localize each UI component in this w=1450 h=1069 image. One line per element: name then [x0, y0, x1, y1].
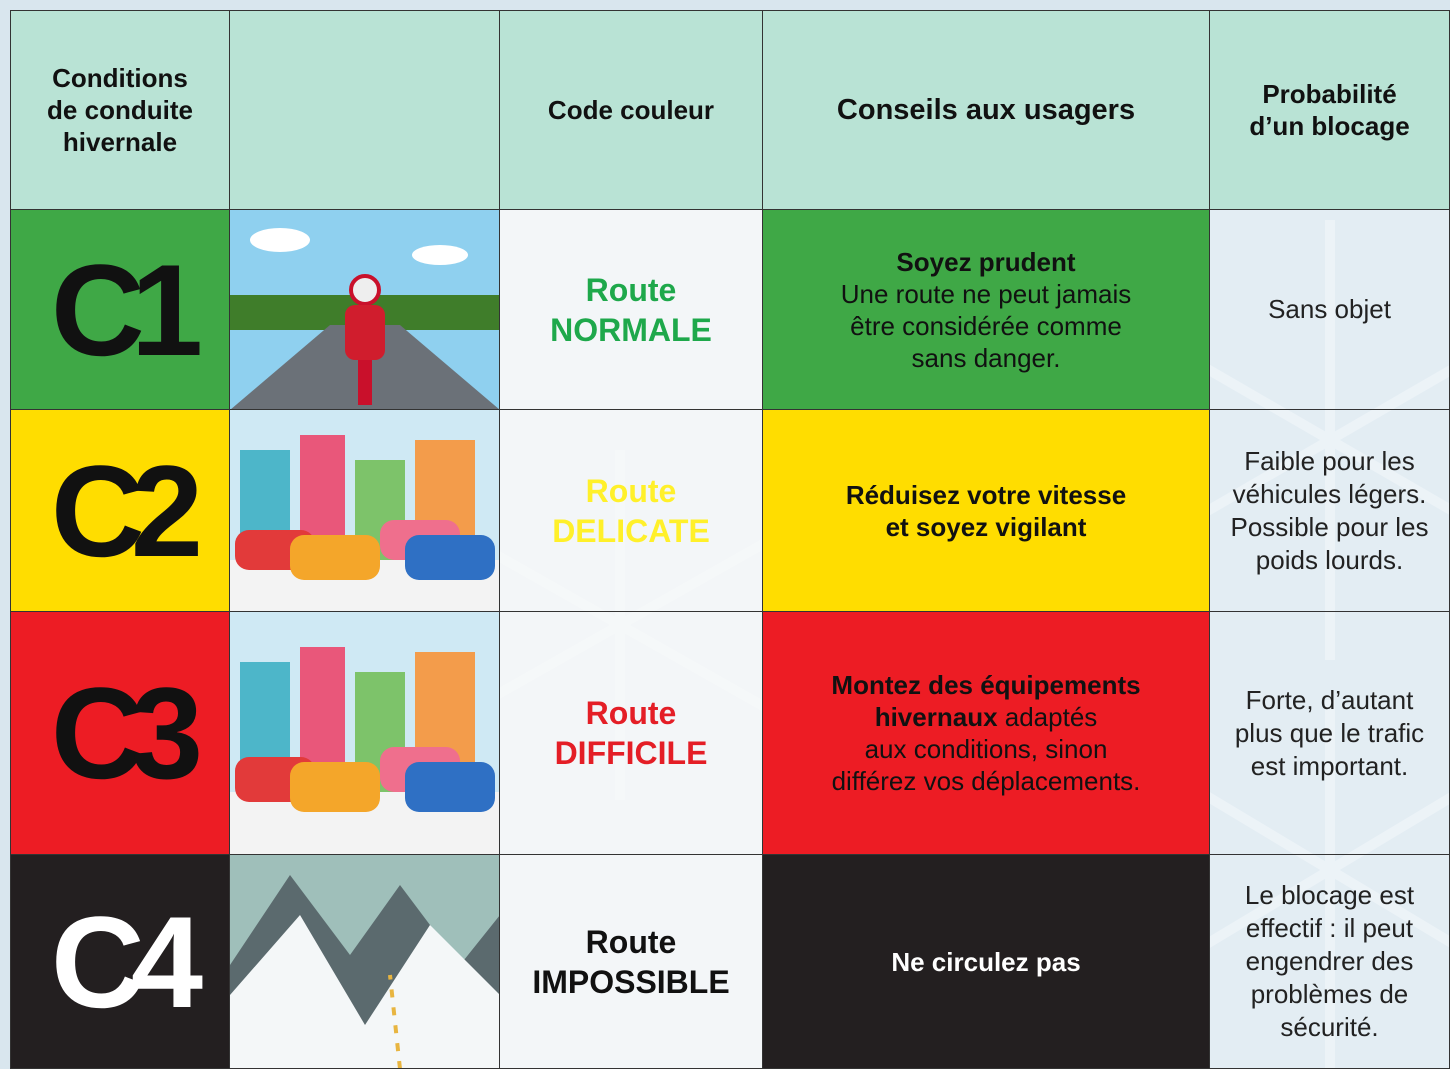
- level-cell: C4: [10, 855, 230, 1069]
- probability-text: Forte, d’autant: [1245, 684, 1414, 715]
- code-label: Route: [585, 695, 677, 731]
- header-text: Code couleur: [547, 95, 715, 125]
- advice-text: être considérée comme: [850, 310, 1122, 341]
- code-label: Route: [585, 923, 677, 960]
- advice-line: Une route ne peut jamais: [841, 278, 1132, 310]
- probability-text: Sans objet: [1268, 294, 1391, 324]
- code-cell: Route IMPOSSIBLE: [500, 855, 763, 1069]
- motorbike-illustration: [230, 210, 500, 410]
- probability-text: est important.: [1250, 750, 1409, 781]
- traffic-illustration: [230, 612, 500, 855]
- probability-text: Faible pour les: [1244, 445, 1415, 476]
- level-label: C2: [50, 437, 203, 584]
- level-cell: C3: [10, 612, 230, 855]
- code-label: DELICATE: [552, 512, 710, 549]
- probability-cell: Sans objet: [1210, 210, 1450, 410]
- code-label: IMPOSSIBLE: [532, 963, 730, 1000]
- header-cell: Probabilité d’un blocage: [1210, 10, 1450, 210]
- probability-cell: Faible pour les véhicules légers. Possible…: [1210, 410, 1450, 612]
- advice-cell: Soyez prudent Une route ne peut jamais êtr…: [763, 210, 1210, 410]
- probability-text: véhicules légers.: [1232, 478, 1427, 509]
- code-cell: Route NORMALE: [500, 210, 763, 410]
- advice-line: être considérée comme: [850, 310, 1122, 342]
- mountain-illustration: [230, 855, 500, 1069]
- advice-text: différez vos déplacements.: [831, 766, 1141, 796]
- header-cell: Conditions de conduite hivernale: [10, 10, 230, 210]
- advice-text: hivernaux: [874, 702, 998, 732]
- probability-cell: Le blocage est effectif : il peut engendre…: [1210, 855, 1450, 1069]
- advice-line: différez vos déplacements.: [832, 765, 1141, 797]
- advice-line: aux conditions, sinon: [865, 733, 1108, 765]
- advice-line: sans danger.: [912, 342, 1061, 374]
- code-label: Route: [585, 472, 677, 509]
- code-label: DIFFICILE: [554, 735, 708, 771]
- advice-line: Ne circulez pas: [891, 946, 1080, 978]
- advice-line: Réduisez votre vitesse: [846, 479, 1126, 511]
- header-text: Probabilité: [1262, 79, 1397, 109]
- level-cell: C1: [10, 210, 230, 410]
- header-cell: Conseils aux usagers: [763, 10, 1210, 210]
- probability-text: effectif : il peut: [1245, 913, 1414, 943]
- probability-text: poids lourds.: [1255, 544, 1404, 575]
- advice-line: et soyez vigilant: [886, 511, 1087, 543]
- traffic-illustration: [230, 410, 500, 612]
- advice-line: hivernaux adaptés: [875, 701, 1098, 733]
- header-text: d’un blocage: [1249, 111, 1410, 141]
- code-label: NORMALE: [550, 311, 712, 348]
- header-text: Conseils aux usagers: [836, 94, 1136, 126]
- advice-text: et soyez vigilant: [885, 511, 1087, 542]
- advice-text: Réduisez votre vitesse: [845, 479, 1127, 510]
- code-cell: Route DELICATE: [500, 410, 763, 612]
- level-label: C4: [50, 888, 203, 1035]
- advice-line: Soyez prudent: [896, 246, 1075, 278]
- advice-line: Montez des équipements: [831, 669, 1140, 701]
- probability-text: sécurité.: [1280, 1012, 1379, 1042]
- advice-cell: Montez des équipements hivernaux adaptés a…: [763, 612, 1210, 855]
- advice-cell: Ne circulez pas: [763, 855, 1210, 1069]
- advice-text: Ne circulez pas: [891, 946, 1081, 977]
- advice-text: Une route ne peut jamais: [840, 278, 1132, 309]
- level-label: C3: [50, 660, 203, 806]
- advice-text: Montez des équipements: [831, 670, 1141, 700]
- probability-text: plus que le trafic: [1234, 717, 1425, 748]
- header-cell: [230, 10, 500, 210]
- advice-text: adaptés: [997, 702, 1098, 732]
- header-text: Conditions: [52, 63, 188, 93]
- code-cell: Route DIFFICILE: [500, 612, 763, 855]
- level-cell: C2: [10, 410, 230, 612]
- probability-text: problèmes de: [1250, 979, 1409, 1009]
- header-cell: Code couleur: [500, 10, 763, 210]
- advice-cell: Réduisez votre vitesse et soyez vigilant: [763, 410, 1210, 612]
- probability-cell: Forte, d’autant plus que le trafic est imp…: [1210, 612, 1450, 855]
- code-label: Route: [585, 271, 677, 308]
- probability-text: Possible pour les: [1230, 511, 1429, 542]
- header-text: de conduite: [47, 95, 193, 125]
- probability-text: engendrer des: [1245, 946, 1414, 976]
- level-label: C1: [50, 236, 203, 383]
- advice-text: Soyez prudent: [896, 246, 1076, 277]
- advice-text: sans danger.: [911, 342, 1061, 373]
- header-text: hivernale: [62, 127, 178, 157]
- probability-text: Le blocage est: [1244, 880, 1415, 910]
- advice-text: aux conditions, sinon: [864, 734, 1108, 764]
